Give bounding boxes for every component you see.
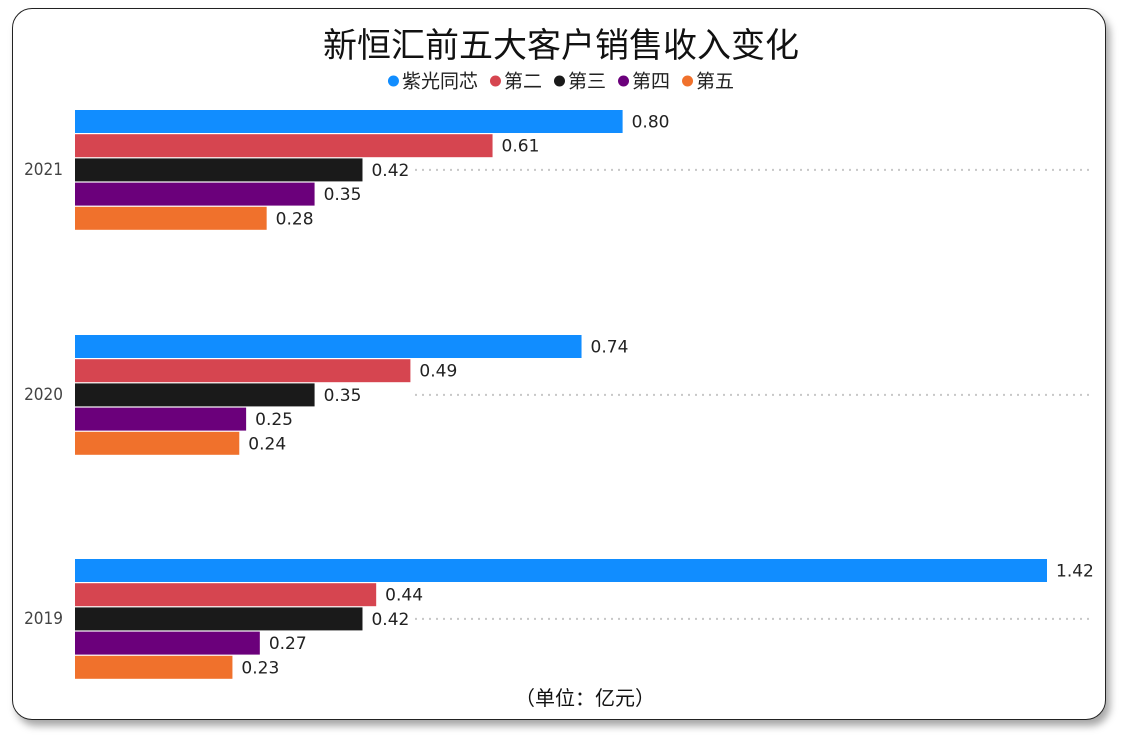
- legend-label: 第四: [632, 71, 670, 93]
- value-label: 0.49: [419, 362, 457, 382]
- year-group-2019: 2019 1.42 0.44 0.42 0.27 0.23: [24, 559, 1094, 679]
- bar-2020-3: [75, 383, 315, 407]
- legend-marker: [682, 75, 694, 87]
- bar-2020-2: [75, 359, 411, 383]
- legend-label: 第五: [696, 71, 734, 93]
- legend-item-1: 紫光同芯: [387, 71, 478, 93]
- value-label: 0.25: [255, 410, 293, 430]
- year-label: 2021: [24, 160, 63, 180]
- legend-item-4: 第四: [618, 71, 670, 93]
- bar-2020-4: [75, 407, 247, 431]
- bar-2021-1: [75, 110, 623, 133]
- legend-label: 紫光同芯: [402, 71, 478, 93]
- legend: 紫光同芯 第二 第三 第四 第五: [387, 71, 734, 93]
- bar-2019-1: [75, 559, 1047, 582]
- value-label: 0.23: [241, 658, 279, 678]
- legend-label: 第三: [568, 71, 606, 93]
- bar-2019-4: [75, 631, 260, 655]
- legend-marker: [553, 75, 565, 87]
- value-label: 0.42: [371, 161, 409, 181]
- value-label: 0.35: [324, 386, 362, 406]
- legend-marker: [618, 75, 630, 87]
- legend-item-2: 第二: [489, 71, 542, 93]
- bar-2021-4: [75, 182, 315, 206]
- legend-label: 第二: [504, 71, 542, 93]
- unit-note: （单位：亿元）: [515, 686, 655, 710]
- legend-item-5: 第五: [682, 71, 734, 93]
- bar-2019-3: [75, 607, 363, 631]
- year-group-2021: 2021 0.80 0.61 0.42 0.35 0.28: [24, 110, 1092, 230]
- year-label: 2020: [24, 385, 63, 405]
- bar-2021-3: [75, 158, 363, 182]
- bar-2019-2: [75, 583, 377, 607]
- value-label: 1.42: [1056, 562, 1094, 582]
- value-label: 0.35: [324, 185, 362, 205]
- value-label: 0.80: [632, 113, 670, 133]
- year-group-2020: 2020 0.74 0.49 0.35 0.25 0.24: [24, 335, 1092, 455]
- bars-group: 2021 0.80 0.61 0.42 0.35 0.28 2020 0.74 0.49 0.35…: [24, 110, 1094, 679]
- value-label: 0.24: [248, 434, 286, 454]
- value-label: 0.27: [269, 634, 307, 654]
- bar-2021-2: [75, 134, 493, 158]
- value-label: 0.42: [371, 610, 409, 630]
- year-label: 2019: [24, 609, 63, 629]
- bar-2019-5: [75, 655, 233, 679]
- value-label: 0.74: [591, 338, 629, 358]
- bar-2021-5: [75, 206, 267, 230]
- bar-2020-5: [75, 431, 240, 455]
- chart-title: 新恒汇前五大客户销售收入变化: [323, 26, 799, 66]
- value-label: 0.61: [502, 137, 540, 157]
- bar-2020-1: [75, 335, 582, 358]
- value-label: 0.28: [276, 209, 314, 229]
- legend-marker: [387, 75, 399, 87]
- value-label: 0.44: [385, 586, 423, 606]
- legend-item-3: 第三: [553, 71, 606, 93]
- legend-marker: [489, 75, 501, 87]
